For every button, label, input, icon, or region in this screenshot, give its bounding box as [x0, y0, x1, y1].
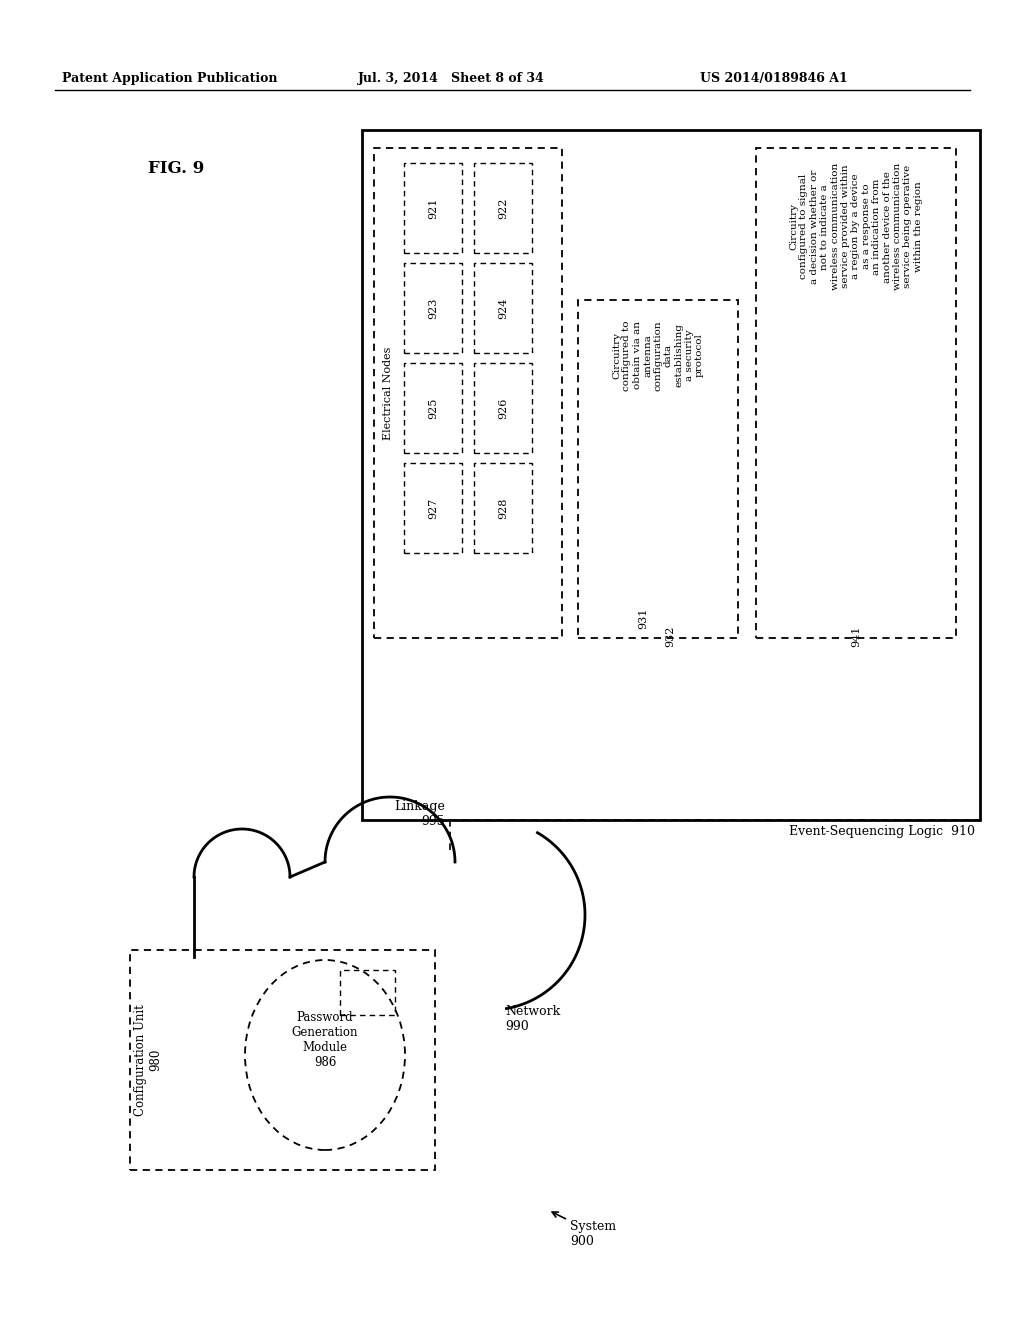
Bar — [474, 463, 532, 553]
Text: 923: 923 — [428, 297, 438, 318]
Bar — [474, 363, 532, 453]
Text: 922: 922 — [498, 197, 508, 219]
Text: US 2014/0189846 A1: US 2014/0189846 A1 — [700, 73, 848, 84]
Bar — [474, 263, 532, 352]
Text: 925: 925 — [428, 397, 438, 418]
Bar — [340, 970, 395, 1015]
Bar — [404, 263, 462, 352]
Bar — [578, 300, 738, 638]
Bar — [404, 363, 462, 453]
Text: Password
Generation
Module
986: Password Generation Module 986 — [292, 1011, 358, 1069]
Text: Event-Sequencing Logic  910: Event-Sequencing Logic 910 — [790, 825, 975, 838]
Text: 941: 941 — [851, 626, 861, 647]
Text: Patent Application Publication: Patent Application Publication — [62, 73, 278, 84]
Text: FIG. 9: FIG. 9 — [148, 160, 204, 177]
Text: 921: 921 — [428, 197, 438, 219]
Text: 926: 926 — [498, 397, 508, 418]
Text: System
900: System 900 — [570, 1220, 616, 1247]
Text: Jul. 3, 2014   Sheet 8 of 34: Jul. 3, 2014 Sheet 8 of 34 — [358, 73, 545, 84]
Text: Electrical Nodes: Electrical Nodes — [383, 346, 393, 440]
Bar — [404, 162, 462, 253]
Bar — [404, 463, 462, 553]
Bar — [474, 162, 532, 253]
Bar — [374, 148, 562, 638]
Text: 928: 928 — [498, 498, 508, 519]
Text: Circuitry
configured to
obtain via an
antenna
configuration
data
establishing
a : Circuitry configured to obtain via an an… — [612, 319, 705, 391]
Bar — [756, 148, 956, 638]
Text: Configuration Unit
980: Configuration Unit 980 — [134, 1005, 162, 1115]
Text: Linkage
995: Linkage 995 — [394, 800, 445, 828]
Text: 932: 932 — [665, 626, 675, 647]
Bar — [130, 950, 435, 1170]
Bar — [362, 129, 980, 820]
Text: 927: 927 — [428, 498, 438, 519]
Text: 931: 931 — [638, 609, 648, 630]
Text: Network
990: Network 990 — [505, 1005, 560, 1034]
Text: Circuitry
configured to signal
a decision whether or
not to indicate a
wireless : Circuitry configured to signal a decisio… — [790, 162, 923, 290]
Text: 924: 924 — [498, 297, 508, 318]
